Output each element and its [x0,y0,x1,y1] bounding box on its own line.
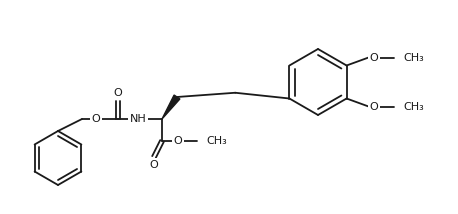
Text: O: O [92,114,100,124]
Text: CH₃: CH₃ [403,101,424,111]
Text: CH₃: CH₃ [403,52,424,62]
Text: O: O [114,88,122,98]
Text: NH: NH [130,114,147,124]
Text: O: O [150,160,158,170]
Text: O: O [369,101,378,111]
Polygon shape [162,95,180,119]
Text: O: O [369,52,378,62]
Text: CH₃: CH₃ [206,136,227,146]
Text: O: O [174,136,182,146]
